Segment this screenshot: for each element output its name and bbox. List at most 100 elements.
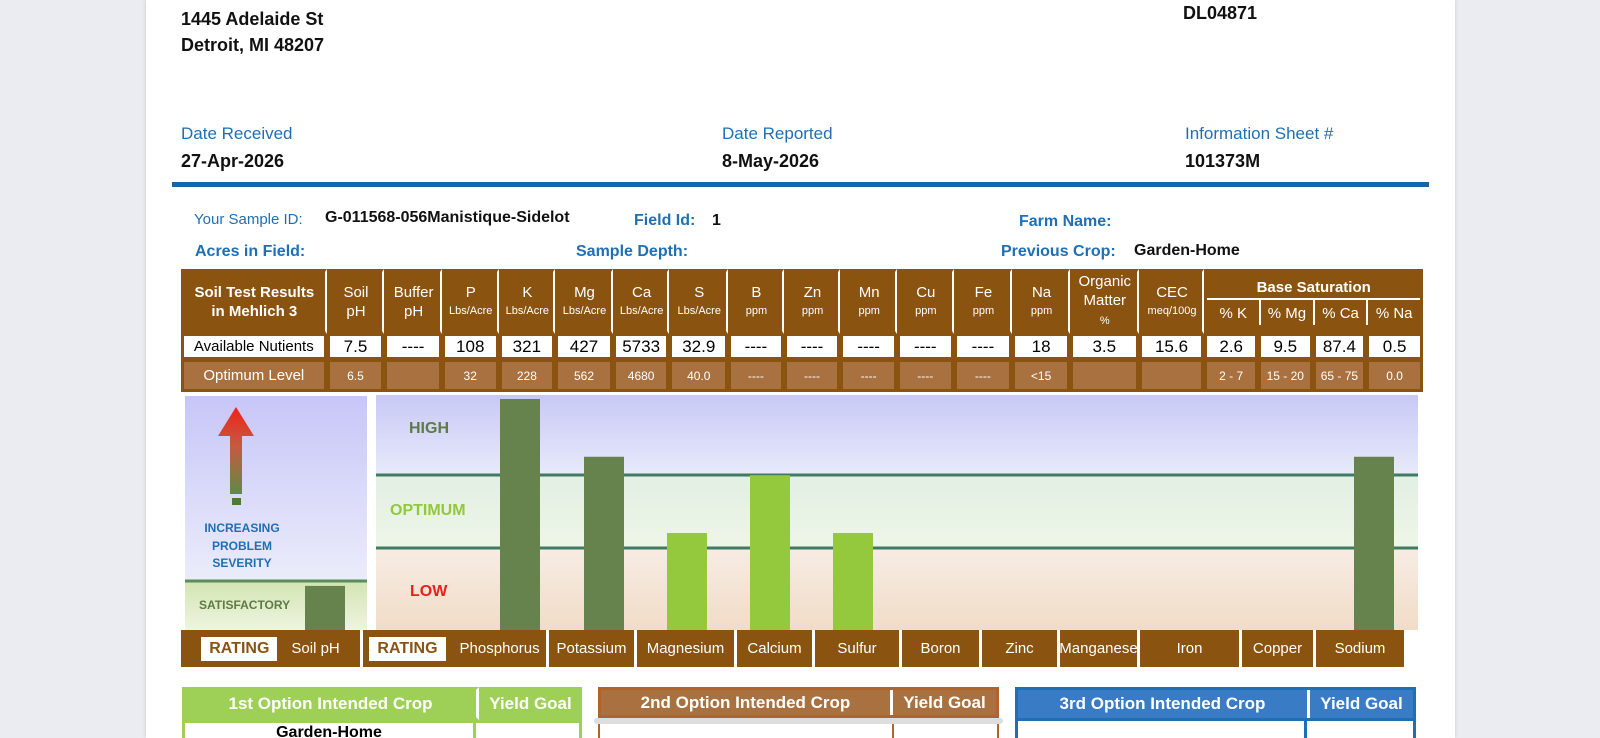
sample-id-label: Your Sample ID:: [194, 211, 303, 228]
optimum-value: 6.5: [326, 359, 385, 392]
optimum-value: 228: [498, 359, 556, 392]
farm-name-label: Farm Name:: [1019, 213, 1112, 230]
column-unit: meq/100g: [1147, 304, 1197, 317]
table-title-cell: Soil Test Results in Mehlich 3: [181, 269, 327, 334]
column-name-2: pH: [404, 302, 424, 320]
column-unit: Lbs/Acre: [619, 304, 664, 317]
soil-ph-chart: INCREASING PROBLEM SEVERITY SATISFACTORY: [185, 396, 367, 630]
nutrient-label: Soil pH: [291, 640, 340, 657]
first-yield-title: Yield Goal: [479, 687, 582, 720]
optimum-zone: [376, 475, 1418, 548]
bar-magnesium: [667, 532, 707, 630]
optimum-level-row: Optimum Level 6.5 32 228 562 4680 40.0 ---- ---…: [181, 359, 1423, 392]
optimum-value: ----: [953, 359, 1013, 392]
optimum-value: ----: [728, 359, 784, 392]
column-name: B: [751, 283, 762, 301]
column-header: S Lbs/Acre: [669, 269, 729, 334]
column-name: Ca: [632, 283, 652, 301]
column-name: CEC: [1156, 283, 1188, 301]
address-line-1: 1445 Adelaide St: [181, 9, 324, 29]
rating-cell-phosphorus: RATING Phosphorus: [363, 630, 549, 667]
severity-label-2: PROBLEM: [212, 539, 272, 553]
high-zone: [376, 395, 1418, 475]
available-value: 87.4: [1312, 334, 1367, 359]
column-name: Na: [1031, 283, 1052, 301]
column-header: Soil pH: [326, 269, 385, 334]
bars-group: [500, 399, 1394, 630]
column-name: P: [465, 283, 476, 301]
second-crop-value: [600, 724, 894, 738]
column-name: K: [522, 283, 533, 301]
high-label: HIGH: [409, 420, 449, 437]
date-reported-label: Date Reported: [722, 124, 833, 143]
column-unit: Lbs/Acre: [505, 304, 550, 317]
optimum-value: 15 - 20: [1257, 359, 1313, 392]
column-header: Mn ppm: [840, 269, 897, 334]
report-sheet: 1445 Adelaide St Detroit, MI 48207 DL048…: [146, 0, 1455, 738]
available-value: ----: [840, 334, 897, 359]
nutrient-level-chart: HIGH OPTIMUM LOW: [376, 395, 1418, 630]
nutrient-label: Boron: [902, 630, 982, 667]
second-crop-box: 2nd Option Intended Crop Yield Goal: [594, 687, 1003, 738]
available-value: 0.5: [1366, 334, 1423, 359]
account-code: DL04871: [1183, 3, 1258, 23]
column-header: Buffer pH: [384, 269, 442, 334]
column-unit: ppm: [858, 304, 880, 317]
severity-arrow-icon: [218, 407, 254, 505]
column-header: Mg Lbs/Acre: [555, 269, 613, 334]
second-yield-value: [894, 724, 997, 738]
third-crop-value: [1018, 721, 1307, 738]
column-header: Zn ppm: [783, 269, 841, 334]
table-title-line-1: Soil Test Results: [194, 283, 315, 301]
first-crop-box: 1st Option Intended Crop Yield Goal Gard…: [182, 687, 582, 738]
second-yield-title: Yield Goal: [893, 690, 996, 715]
bar-soil-ph: [305, 585, 345, 630]
optimum-value: 2 - 7: [1204, 359, 1258, 392]
optimum-value: 40.0: [669, 359, 729, 392]
nutrient-label: Iron: [1140, 630, 1242, 667]
column-unit: Lbs/Acre: [677, 304, 721, 317]
second-crop-title: 2nd Option Intended Crop: [601, 690, 893, 715]
bar-sodium: [1354, 456, 1394, 630]
third-yield-title: Yield Goal: [1310, 690, 1413, 718]
second-crop-scroll: [594, 718, 1003, 724]
bar-sulfur: [833, 532, 873, 630]
base-saturation-column: % Na: [1366, 298, 1421, 325]
third-crop-box: 3rd Option Intended Crop Yield Goal: [1015, 687, 1416, 738]
available-value: 9.5: [1257, 334, 1313, 359]
table-title-line-2: in Mehlich 3: [211, 302, 298, 320]
sample-id-value: G-011568-056Manistique-Sidelot: [325, 209, 570, 226]
date-reported-value: 8-May-2026: [722, 151, 820, 171]
previous-crop-label: Previous Crop:: [1001, 243, 1116, 260]
table-header-row: Soil Test Results in Mehlich 3 Soil pH Buf…: [181, 269, 1423, 334]
previous-crop-value: Garden-Home: [1134, 242, 1240, 259]
available-value: 15.6: [1138, 334, 1205, 359]
soil-test-table: Soil Test Results in Mehlich 3 Soil pH Buf…: [181, 269, 1423, 392]
base-saturation-column: % Mg: [1259, 298, 1313, 325]
column-name: Buffer: [393, 283, 434, 301]
available-value: 321: [498, 334, 556, 359]
optimum-value: [384, 359, 442, 392]
optimum-value: 65 - 75: [1312, 359, 1367, 392]
available-value: 108: [441, 334, 499, 359]
column-unit: ppm: [745, 304, 768, 317]
low-zone: [376, 548, 1418, 630]
optimum-value: 562: [555, 359, 613, 392]
sample-depth-label: Sample Depth:: [576, 243, 689, 260]
nutrient-label: Sodium: [1316, 630, 1404, 667]
nutrient-label: Copper: [1242, 630, 1316, 667]
column-header: Cu ppm: [896, 269, 954, 334]
optimum-zone-label: OPTIMUM: [390, 502, 466, 519]
rating-bar: RATING Soil pH RATING Phosphorus Potassium Ma…: [181, 630, 1424, 667]
bar-calcium: [750, 475, 790, 630]
column-header: Organic Matter%: [1069, 269, 1139, 334]
column-header: P Lbs/Acre: [441, 269, 499, 334]
available-value: ----: [953, 334, 1013, 359]
column-header: K Lbs/Acre: [498, 269, 556, 334]
optimum-value: ----: [840, 359, 897, 392]
column-header: Fe ppm: [953, 269, 1013, 334]
available-value: 5733: [612, 334, 670, 359]
available-value: 18: [1012, 334, 1070, 359]
nutrient-label: Sulfur: [815, 630, 902, 667]
